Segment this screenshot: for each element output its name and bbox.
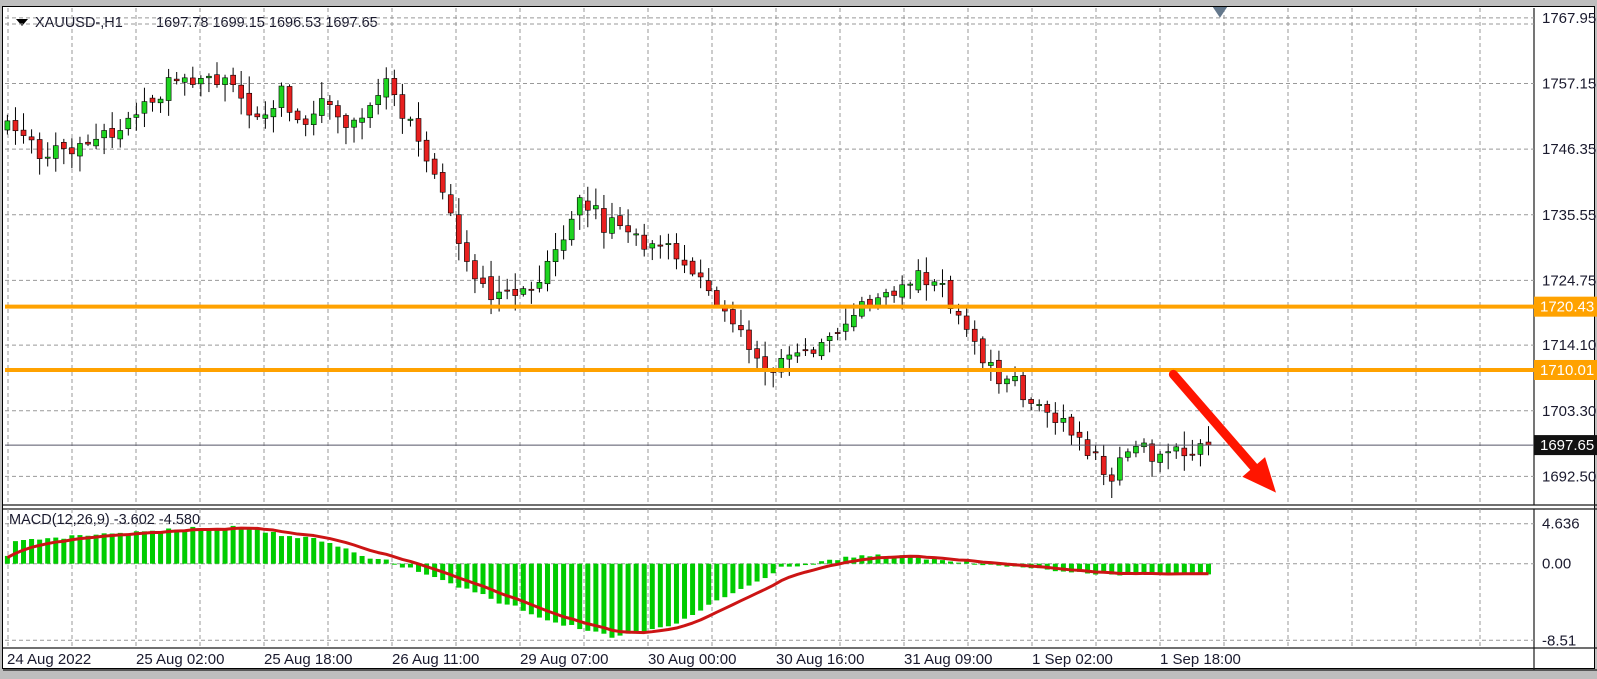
svg-text:1703.30: 1703.30 <box>1542 403 1596 420</box>
svg-text:1692.50: 1692.50 <box>1542 468 1596 485</box>
svg-text:-8.51: -8.51 <box>1542 632 1576 649</box>
svg-text:1 Sep 18:00: 1 Sep 18:00 <box>1160 651 1241 668</box>
svg-text:1697.78 1699.15 1696.53 1697.6: 1697.78 1699.15 1696.53 1697.65 <box>156 15 378 31</box>
svg-text:XAUUSD-,H1: XAUUSD-,H1 <box>35 15 123 31</box>
svg-text:1714.10: 1714.10 <box>1542 337 1596 354</box>
svg-text:1697.65: 1697.65 <box>1540 437 1594 454</box>
svg-text:MACD(12,26,9) -3.602 -4.580: MACD(12,26,9) -3.602 -4.580 <box>9 512 200 528</box>
svg-text:31 Aug 09:00: 31 Aug 09:00 <box>904 651 992 668</box>
svg-text:0.00: 0.00 <box>1542 556 1571 573</box>
svg-text:30 Aug 16:00: 30 Aug 16:00 <box>776 651 864 668</box>
svg-text:1767.95: 1767.95 <box>1542 10 1596 27</box>
svg-text:1757.15: 1757.15 <box>1542 76 1596 93</box>
svg-text:25 Aug 18:00: 25 Aug 18:00 <box>264 651 352 668</box>
svg-text:30 Aug 00:00: 30 Aug 00:00 <box>648 651 736 668</box>
svg-text:1724.75: 1724.75 <box>1542 272 1596 289</box>
svg-text:25 Aug 02:00: 25 Aug 02:00 <box>136 651 224 668</box>
svg-text:1710.01: 1710.01 <box>1540 362 1594 379</box>
svg-text:29 Aug 07:00: 29 Aug 07:00 <box>520 651 608 668</box>
svg-text:24 Aug 2022: 24 Aug 2022 <box>7 651 91 668</box>
svg-text:1746.35: 1746.35 <box>1542 141 1596 158</box>
svg-text:26 Aug 11:00: 26 Aug 11:00 <box>392 651 479 668</box>
svg-text:1720.43: 1720.43 <box>1540 299 1594 316</box>
svg-text:1735.55: 1735.55 <box>1542 207 1596 224</box>
svg-text:4.636: 4.636 <box>1542 516 1580 533</box>
svg-text:1 Sep 02:00: 1 Sep 02:00 <box>1032 651 1113 668</box>
